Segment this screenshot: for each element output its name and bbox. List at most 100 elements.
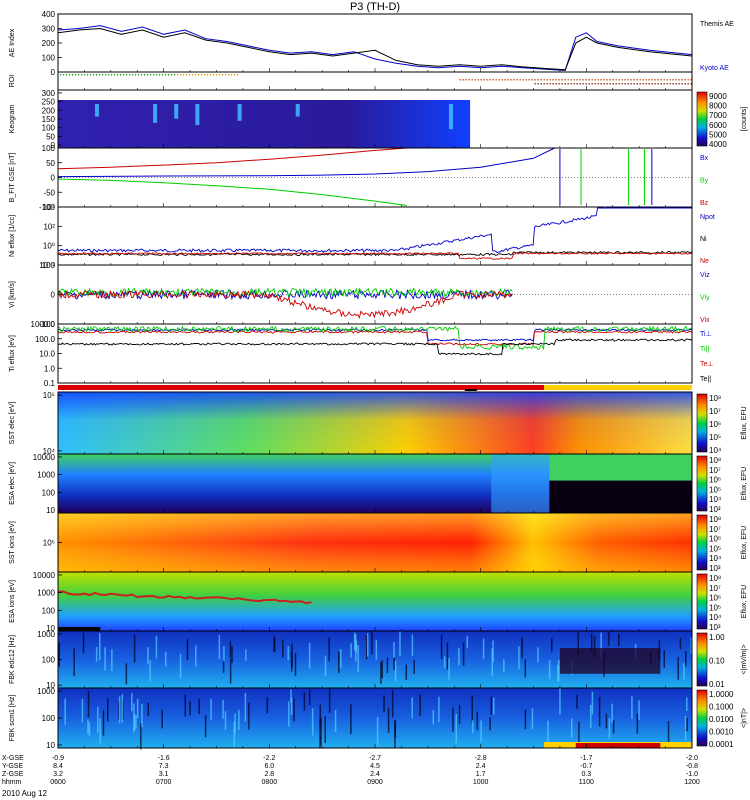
roi-flag xyxy=(501,79,503,81)
roi-flag xyxy=(183,74,185,76)
roi-flag xyxy=(546,83,548,85)
fbk-burst xyxy=(577,632,580,655)
roi-flag xyxy=(690,83,692,85)
roi-flag xyxy=(651,83,653,85)
fbk-burst xyxy=(593,635,596,659)
roi-flag xyxy=(612,83,614,85)
fbk-burst xyxy=(324,655,327,677)
y-tick-label: -50 xyxy=(43,188,55,197)
roi-flag xyxy=(159,74,161,76)
fbk-burst xyxy=(319,704,322,726)
fbk-burst xyxy=(99,718,101,744)
fbk-burst xyxy=(686,717,688,732)
panel-velocity: Viz Viy Vix -100 0 100 Vi [km/s] xyxy=(9,261,710,329)
fbk-burst xyxy=(135,715,137,729)
fbk-burst xyxy=(503,659,505,672)
fbk-burst xyxy=(491,648,494,676)
fbk-burst xyxy=(195,645,197,667)
panel-temperature: Ti⊥ Ti|| Te⊥ Te|| 0.1 1.0 10.0 100.0 1000.0 Ti ef… xyxy=(9,320,714,391)
axis-tick-label: 4.5 xyxy=(370,763,380,770)
roi-flag xyxy=(663,79,665,81)
roi-flag xyxy=(81,74,83,76)
fbk-burst xyxy=(334,710,337,733)
y-axis-label: Vi [km/s] xyxy=(9,281,16,308)
fbk-burst xyxy=(618,633,620,647)
y-tick-label: 50 xyxy=(46,132,55,141)
y-tick-label: 0.1 xyxy=(44,379,56,388)
roi-flag xyxy=(72,74,74,76)
fbk-burst xyxy=(376,717,379,747)
roi-flag xyxy=(597,83,599,85)
roi-flag xyxy=(513,79,515,81)
roi-flag xyxy=(615,83,617,85)
fbk-burst xyxy=(282,639,284,658)
density-ne-line xyxy=(57,252,693,260)
roi-flag xyxy=(132,74,134,76)
roi-flag xyxy=(642,83,644,85)
roi-flag xyxy=(591,83,593,85)
roi-flag xyxy=(168,74,170,76)
keogram-aurora-arc xyxy=(153,104,158,123)
roi-flag xyxy=(645,83,647,85)
colorbar-tick-label: 10³ xyxy=(709,564,721,573)
roi-flag xyxy=(543,83,545,85)
fbk-burst xyxy=(591,691,594,715)
mode-bar-slow xyxy=(544,385,692,390)
panel-ae: Themis AE Kyoto AE 0 100 200 300 400 AE Index xyxy=(9,10,734,77)
y-tick-label: 100 xyxy=(42,144,56,153)
colorbar-label: <|nT|> xyxy=(741,708,748,728)
roi-flag xyxy=(675,83,677,85)
axis-tick-label: -2.8 xyxy=(475,755,487,762)
roi-flag xyxy=(108,74,110,76)
fbk-burst xyxy=(576,695,578,709)
colorbar-tick-label: 10⁶ xyxy=(709,420,721,429)
y-tick-label: 1000 xyxy=(37,687,55,696)
colorbar-tick-label: 10⁴ xyxy=(709,613,722,622)
fbk-burst xyxy=(141,703,143,728)
roi-flag xyxy=(621,79,623,81)
panel-bfit: Bx By Bz -100 -50 0 50 100 B_FIT GSE [nT] xyxy=(9,144,709,212)
roi-flag xyxy=(186,74,188,76)
fbk-burst xyxy=(559,688,561,715)
axis-tick-label: 2.4 xyxy=(476,763,486,770)
keogram-aurora-arc xyxy=(94,104,99,117)
fbk-burst xyxy=(303,692,306,711)
roi-flag xyxy=(531,79,533,81)
roi-flag xyxy=(537,83,539,85)
roi-flag xyxy=(84,74,86,76)
roi-flag xyxy=(657,83,659,85)
y-tick-label: 100 xyxy=(42,488,56,497)
keogram-aurora-arc xyxy=(448,104,453,130)
fbk-burst xyxy=(413,659,415,674)
fbk-burst xyxy=(81,698,84,723)
axis-row-label: X-GSE xyxy=(2,755,24,762)
fbk-burst xyxy=(393,642,395,658)
roi-flag xyxy=(549,83,551,85)
fbk-burst xyxy=(337,651,340,673)
roi-flag xyxy=(582,83,584,85)
fbk-burst xyxy=(106,698,109,722)
roi-flag xyxy=(681,79,683,81)
colorbar-tick-label: 10⁶ xyxy=(709,594,721,603)
fbk-burst xyxy=(480,720,482,743)
roi-flag xyxy=(666,79,668,81)
panel-fbk_b: 10 100 1000 FBK scm1 [Hz] 0.0001 0.0010 0.0100… xyxy=(9,687,748,750)
fbk-burst xyxy=(291,643,293,668)
fbk-burst xyxy=(198,698,200,714)
panel-fbk_e: 10 100 1000 FBK edc12 [Hz] 0.01 0.10 1.00 <|mV/… xyxy=(9,630,748,690)
axis-tick-label: -1.0 xyxy=(686,771,698,778)
fbk-burst xyxy=(446,642,449,670)
y-tick-label: 300 xyxy=(42,89,56,98)
fbk-burst xyxy=(273,636,275,652)
legend-entry: By xyxy=(700,178,709,185)
fbk-burst xyxy=(482,638,485,659)
legend-entry: Vix xyxy=(700,317,710,324)
roi-flag xyxy=(66,74,68,76)
colorbar-tick-label: 10⁵ xyxy=(709,433,721,442)
fbk-burst xyxy=(222,659,225,673)
roi-flag xyxy=(651,79,653,81)
legend-entry: Te|| xyxy=(700,376,711,383)
fbk-burst xyxy=(471,720,474,733)
fbk-burst xyxy=(294,653,297,676)
